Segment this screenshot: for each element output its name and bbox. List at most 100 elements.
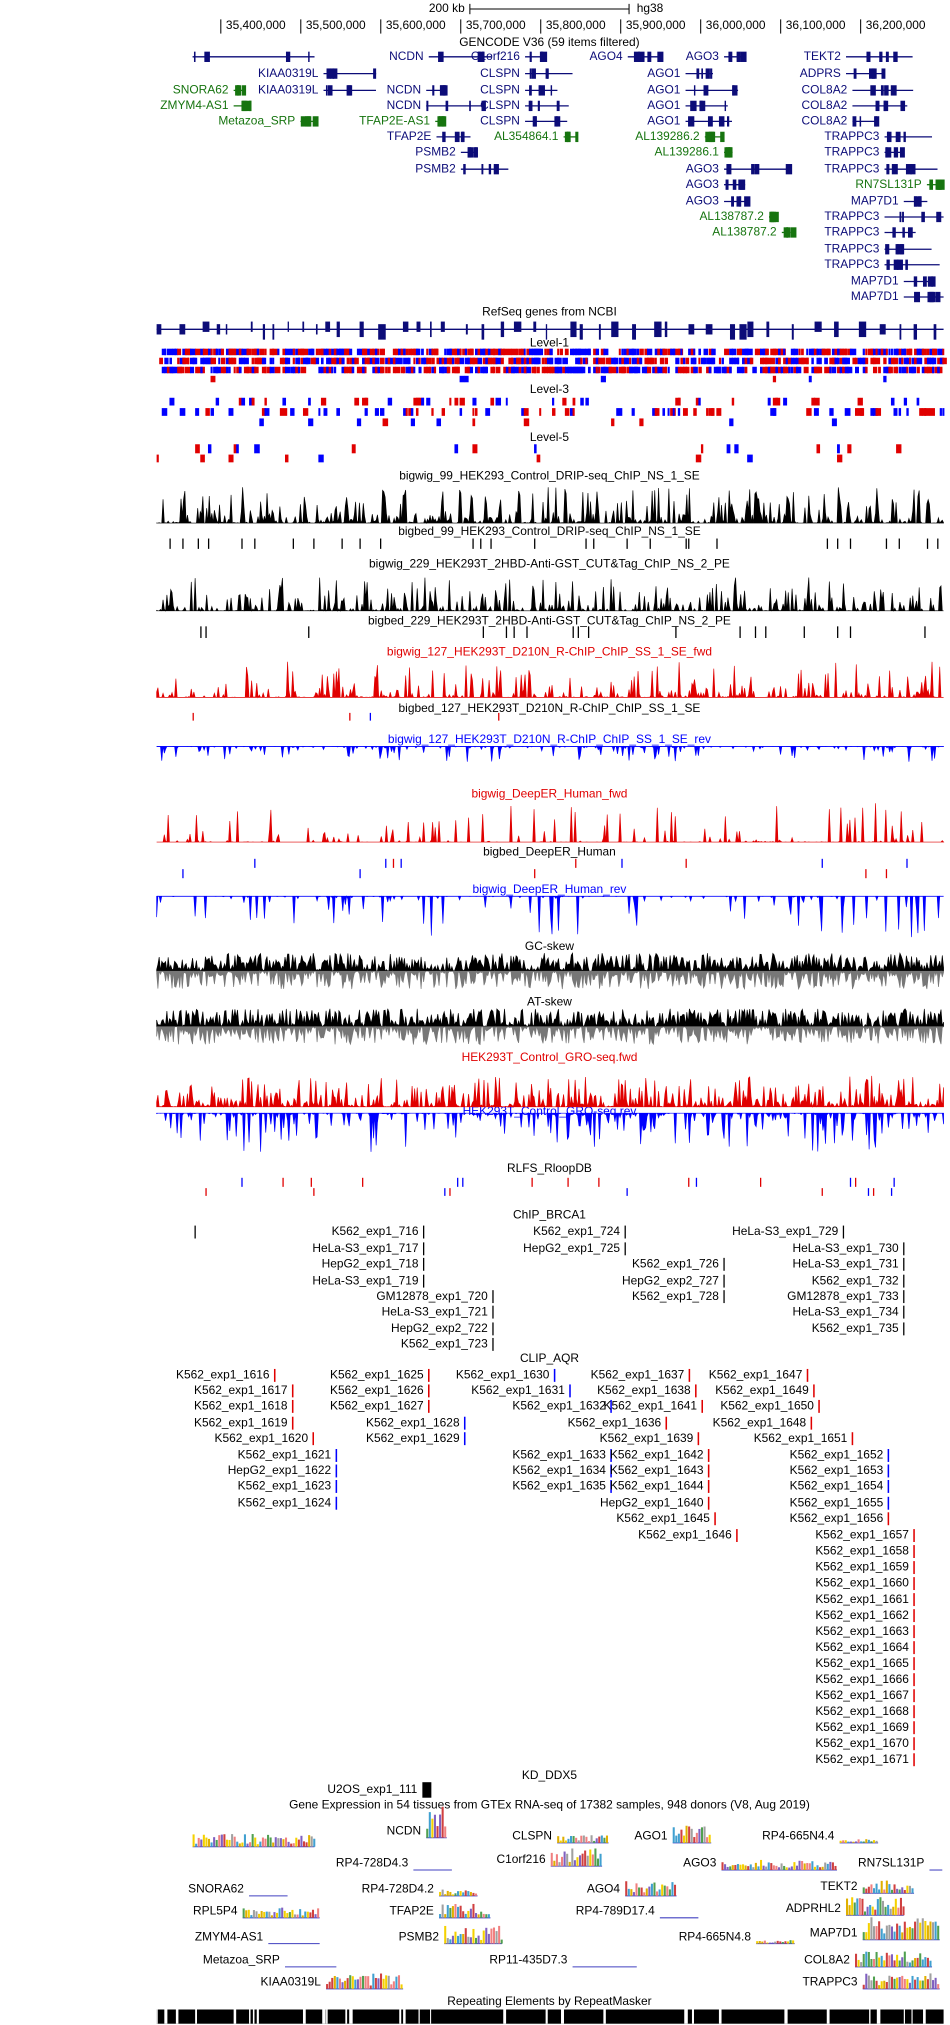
feature	[207, 348, 212, 356]
expr-bar	[472, 1928, 475, 1944]
feature	[742, 357, 746, 365]
feature	[254, 858, 256, 868]
gene-label: MAP7D1	[851, 194, 899, 208]
feature	[403, 357, 409, 365]
expr-bar	[487, 1914, 490, 1918]
expr-bar	[906, 1979, 909, 1989]
expr-bar	[575, 1837, 578, 1843]
feature	[436, 357, 441, 365]
feature	[623, 366, 627, 374]
feature	[593, 348, 597, 356]
expr-bar	[449, 1907, 452, 1918]
expr-bar	[786, 1941, 790, 1944]
feature	[839, 348, 845, 356]
gene-label: RP4-665N4.8	[679, 1929, 752, 1943]
feature	[649, 357, 655, 365]
feature	[220, 357, 226, 365]
feature	[528, 348, 534, 356]
exon	[786, 227, 791, 238]
feature	[682, 357, 686, 365]
expr-bar	[372, 1973, 375, 1989]
feature	[855, 408, 858, 416]
item-label: K562_exp1_1629	[366, 1431, 460, 1445]
feature	[801, 348, 804, 356]
feature	[939, 348, 943, 356]
expr-bar	[914, 1921, 917, 1940]
feature	[785, 357, 788, 365]
exon	[710, 68, 713, 79]
feature	[351, 357, 357, 365]
feature	[629, 366, 633, 374]
feature	[639, 348, 643, 356]
expr-bar	[765, 1866, 768, 1871]
feature	[364, 408, 368, 416]
expr-bar	[884, 1906, 887, 1916]
feature	[338, 348, 344, 356]
expr-bar	[860, 1841, 863, 1843]
feature	[916, 366, 920, 374]
feature	[523, 348, 526, 356]
feature	[534, 444, 537, 454]
exon	[202, 321, 210, 332]
feature	[254, 444, 260, 454]
exon	[326, 68, 331, 79]
expr-bar	[454, 1931, 457, 1944]
feature	[898, 366, 902, 374]
gene-label: CLSPN	[480, 66, 520, 80]
feature	[572, 397, 576, 406]
feature	[885, 348, 888, 356]
expr-bar	[865, 1932, 868, 1940]
expr-bar	[377, 1978, 380, 1989]
feature	[241, 348, 244, 356]
exon	[556, 100, 560, 112]
expr-bar	[865, 1973, 868, 1989]
expr-bar	[888, 1975, 891, 1989]
feature	[939, 366, 943, 374]
expr-bar	[630, 1889, 633, 1896]
exon	[736, 51, 741, 62]
expr-bar	[577, 1840, 580, 1843]
feature	[875, 348, 878, 356]
feature	[405, 348, 409, 356]
feature	[654, 366, 659, 374]
item-label: K562_exp1_1623	[238, 1479, 332, 1493]
feature	[921, 348, 927, 356]
exon	[693, 85, 696, 96]
feature	[362, 366, 365, 374]
expr-bar	[467, 1891, 470, 1896]
exon	[935, 291, 941, 303]
gene-label: TRAPPC3	[824, 129, 879, 143]
assembly-label: hg38	[637, 1, 664, 15]
feature	[521, 408, 525, 416]
feature	[354, 357, 359, 365]
feature	[421, 397, 425, 406]
expr-bar	[808, 1863, 811, 1871]
feature	[777, 357, 781, 365]
exon	[893, 147, 899, 158]
feature	[919, 348, 924, 356]
feature	[934, 348, 938, 356]
expr-bar	[441, 1806, 444, 1838]
expr-bar	[648, 1886, 651, 1896]
feature	[575, 858, 577, 868]
feature	[444, 357, 448, 365]
repeat-gap	[399, 2009, 402, 2024]
item-label: K562_exp1_1662	[815, 1608, 909, 1622]
expr-bar	[790, 1866, 793, 1871]
feature	[901, 366, 904, 374]
feature	[297, 348, 303, 356]
feature	[526, 348, 531, 356]
expr-bar	[605, 1835, 608, 1843]
exon	[315, 324, 318, 335]
expr-bar	[872, 1926, 876, 1940]
feature	[356, 366, 360, 374]
feature	[554, 366, 560, 374]
expr-bar	[223, 1834, 226, 1847]
feature	[320, 397, 327, 406]
feature	[837, 348, 842, 356]
signal	[156, 661, 944, 699]
expr-bar	[839, 1840, 842, 1843]
expr-bar	[798, 1860, 801, 1871]
feature	[426, 397, 431, 406]
